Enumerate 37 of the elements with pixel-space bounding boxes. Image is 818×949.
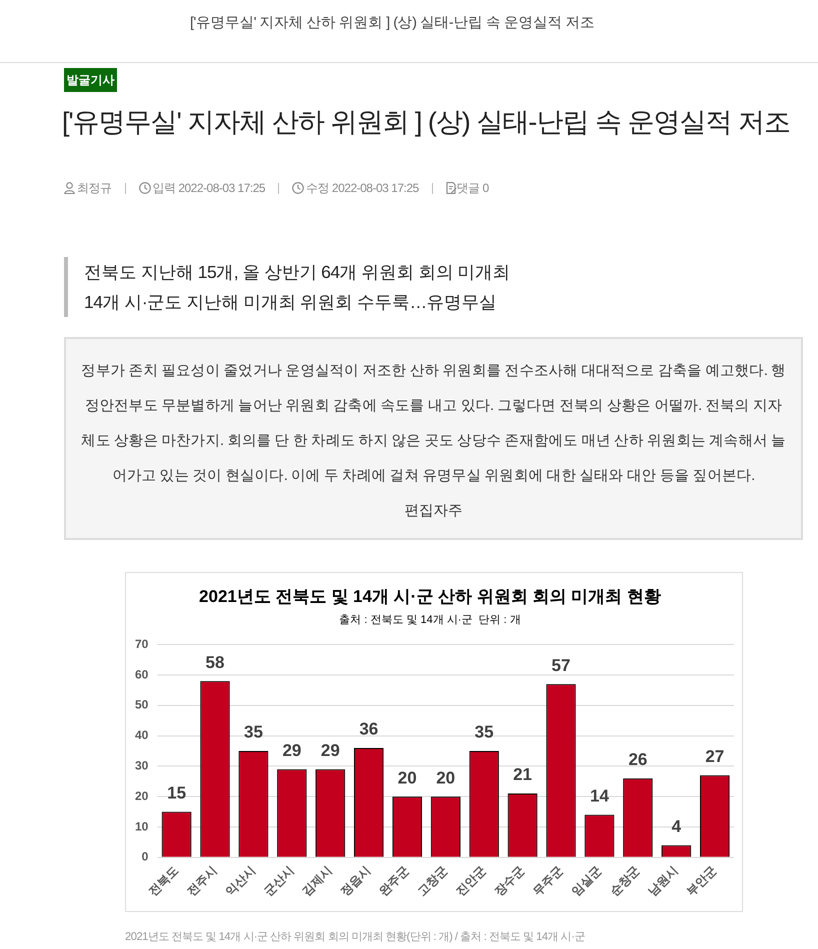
data-label: 26 bbox=[628, 750, 648, 770]
y-tick-label: 20 bbox=[134, 788, 149, 803]
data-label: 4 bbox=[672, 816, 682, 836]
text: 댓글 0 bbox=[456, 180, 489, 196]
data-label: 36 bbox=[359, 720, 378, 739]
text: 편집자주 bbox=[404, 503, 463, 519]
text: 발굴기사 bbox=[66, 73, 114, 87]
text: 수정 2022-08-03 17:25 bbox=[306, 180, 419, 196]
y-tick-label: 0 bbox=[142, 850, 149, 864]
data-label: 58 bbox=[206, 652, 224, 672]
data-label: 15 bbox=[167, 783, 186, 802]
y-tick-label: 60 bbox=[134, 667, 149, 682]
text: ['유명무실' 지자체 산하 위원회 ] (상) 실태-난립 속 운영실적 저조 bbox=[62, 107, 790, 137]
chart-subtitle: 출처 : 전북도 및 14개 시·군 단위 : 개 bbox=[339, 614, 521, 626]
text: 정부가 존치 필요성이 줄었거나 운영실적이 저조한 산하 위원회를 전수조사해 대대적으로 감축을 예고했다. 행정안전부도 무분별하게 늘어난 위원회 감축에 속도를 내고 있다. 그렇다면 전북의 상황은 어떨까. 전북의 지자체도 상황은 마찬가지. 회의를 단 한 차례도 하지 않은 곳도 상당수 존재함에도 매년 산하 위원회는 계속해서 늘어가고 있는 것이 현실이다. 이에 두 차례에 걸쳐 유명무실 위원회에 대한 실태와 대안 등을 짚어본다. bbox=[81, 363, 786, 484]
y-tick-label: 70 bbox=[134, 636, 149, 651]
text: 입력 2022-08-03 17:25 bbox=[152, 180, 266, 196]
data-label: 35 bbox=[244, 722, 263, 742]
data-label: 20 bbox=[398, 768, 417, 788]
data-label: 29 bbox=[320, 740, 340, 760]
y-tick-label: 40 bbox=[134, 728, 149, 742]
data-label: 27 bbox=[705, 746, 724, 766]
data-label: 35 bbox=[474, 722, 494, 742]
data-label: 20 bbox=[436, 768, 456, 788]
text: ['유명무실' 지자체 산하 위원회 ] (상) 실태-난립 속 운영실적 저조 bbox=[190, 15, 594, 31]
y-tick-label: 10 bbox=[134, 819, 149, 834]
data-label: 14 bbox=[590, 786, 610, 806]
text: 2021년도 전북도 및 14개 시·군 산하 위원회 회의 미개최 현황(단위 : 개) / 출처 : 전북도 및 14개 시·군 bbox=[125, 931, 585, 943]
data-label: 29 bbox=[282, 740, 302, 760]
text: 최정규 bbox=[77, 180, 112, 196]
text: 14개 시·군도 지난해 미개최 위원회 수두룩…유명무실 bbox=[84, 292, 497, 312]
chart-title: 2021년도 전북도 및 14개 시·군 산하 위원회 회의 미개최 현황 bbox=[199, 586, 661, 606]
text: 전북도 지난해 15개, 올 상반기 64개 위원회 회의 미개최 bbox=[84, 262, 510, 282]
data-label: 57 bbox=[552, 656, 570, 675]
y-tick-label: 50 bbox=[134, 698, 149, 712]
data-label: 21 bbox=[513, 765, 532, 784]
y-tick-label: 30 bbox=[134, 758, 149, 772]
